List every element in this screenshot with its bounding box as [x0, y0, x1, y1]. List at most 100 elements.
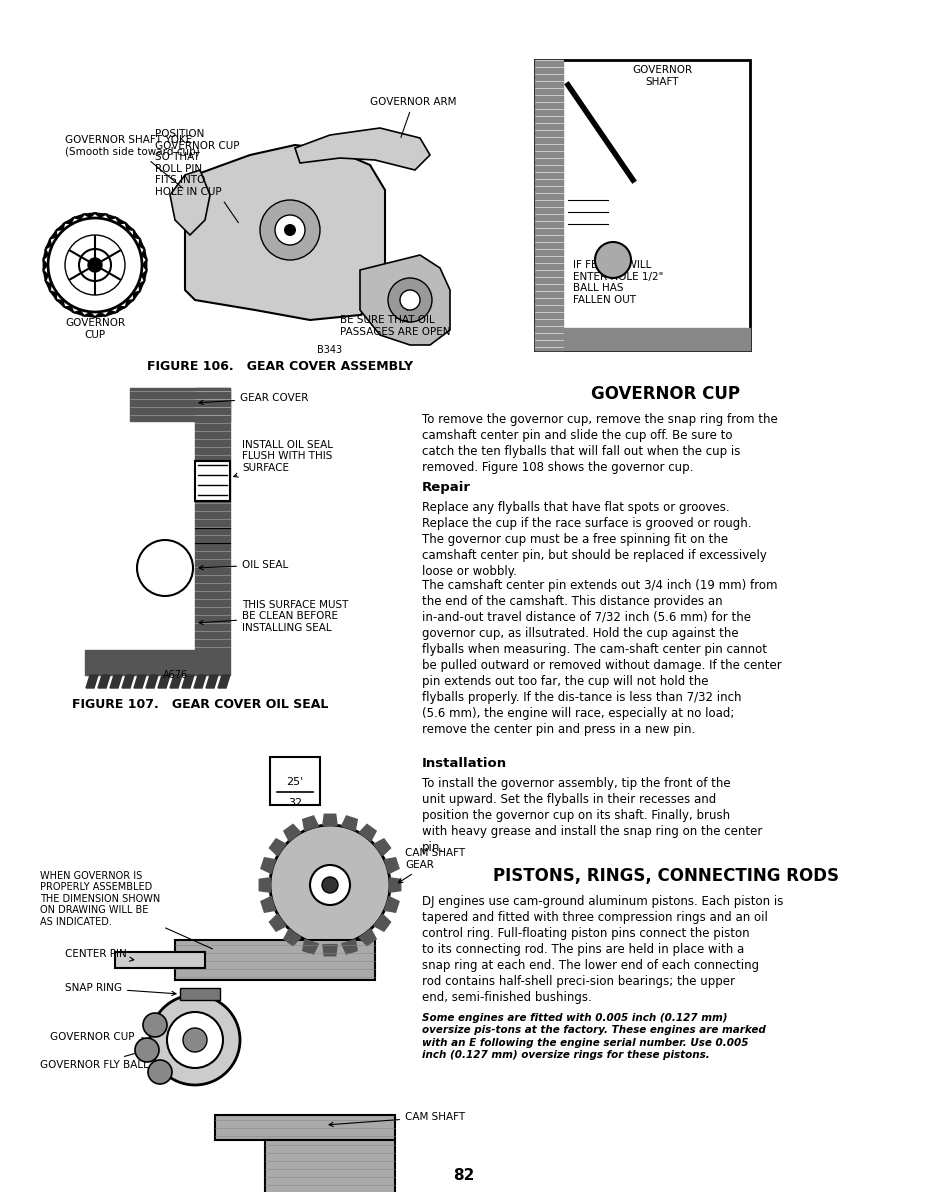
Text: Some engines are fitted with 0.005 inch (0.127 mm)
oversize pis-tons at the fact: Some engines are fitted with 0.005 inch …	[422, 1013, 765, 1060]
Text: 32: 32	[287, 797, 301, 808]
Text: The camshaft center pin extends out 3/4 inch (19 mm) from
the end of the camshaf: The camshaft center pin extends out 3/4 …	[422, 579, 781, 735]
Polygon shape	[93, 212, 108, 218]
Polygon shape	[62, 216, 76, 224]
Polygon shape	[374, 914, 390, 931]
Polygon shape	[44, 279, 52, 293]
Polygon shape	[206, 675, 218, 688]
Text: GOVERNOR CUP: GOVERNOR CUP	[590, 385, 740, 403]
Polygon shape	[175, 940, 375, 980]
Text: OIL SEAL: OIL SEAL	[198, 560, 288, 570]
Text: B343: B343	[317, 344, 342, 355]
Text: FIGURE 107.   GEAR COVER OIL SEAL: FIGURE 107. GEAR COVER OIL SEAL	[71, 699, 328, 710]
Polygon shape	[302, 817, 318, 831]
Polygon shape	[110, 675, 121, 688]
Circle shape	[147, 1060, 171, 1084]
Text: WHEN GOVERNOR IS
PROPERLY ASSEMBLED
THE DIMENSION SHOWN
ON DRAWING WILL BE
AS IN: WHEN GOVERNOR IS PROPERLY ASSEMBLED THE …	[40, 870, 212, 949]
Polygon shape	[259, 877, 270, 892]
Polygon shape	[260, 858, 275, 874]
Polygon shape	[104, 212, 119, 221]
Text: FIGURE 106.   GEAR COVER ASSEMBLY: FIGURE 106. GEAR COVER ASSEMBLY	[146, 360, 413, 373]
Text: IF FEELER WILL
ENTER HOLE 1/2"
BALL HAS
FALLEN OUT: IF FEELER WILL ENTER HOLE 1/2" BALL HAS …	[572, 260, 663, 305]
Polygon shape	[42, 247, 49, 262]
Polygon shape	[182, 675, 194, 688]
Polygon shape	[48, 290, 57, 303]
Polygon shape	[98, 675, 110, 688]
Polygon shape	[284, 929, 300, 945]
Polygon shape	[359, 825, 375, 842]
Polygon shape	[359, 929, 375, 945]
Text: GEAR COVER: GEAR COVER	[198, 393, 308, 404]
Text: A676: A676	[162, 670, 187, 679]
Polygon shape	[215, 1115, 395, 1140]
Polygon shape	[82, 212, 97, 218]
Text: POSITION
GOVERNOR CUP
SO THAT
ROLL PIN
FITS INTO
HOLE IN CUP: POSITION GOVERNOR CUP SO THAT ROLL PIN F…	[155, 129, 239, 223]
Polygon shape	[93, 312, 108, 318]
Text: PISTONS, RINGS, CONNECTING RODS: PISTONS, RINGS, CONNECTING RODS	[492, 867, 838, 884]
Polygon shape	[138, 236, 146, 252]
Text: GOVERNOR FLY BALL: GOVERNOR FLY BALL	[40, 1050, 148, 1070]
Polygon shape	[384, 858, 399, 874]
Circle shape	[134, 1038, 159, 1062]
Polygon shape	[85, 650, 230, 675]
Text: SNAP RING: SNAP RING	[65, 983, 176, 995]
Text: CAM SHAFT: CAM SHAFT	[329, 1112, 464, 1126]
Polygon shape	[54, 299, 66, 309]
Circle shape	[167, 1012, 222, 1068]
Polygon shape	[71, 212, 86, 221]
Polygon shape	[54, 221, 66, 231]
Circle shape	[88, 257, 102, 272]
Polygon shape	[133, 228, 142, 241]
Text: GOVERNOR SHAFT YOKE
(Smooth side toward cup): GOVERNOR SHAFT YOKE (Smooth side toward …	[65, 136, 199, 188]
Polygon shape	[341, 939, 357, 954]
Polygon shape	[124, 299, 135, 309]
Text: To install the governor assembly, tip the front of the
unit upward. Set the flyb: To install the governor assembly, tip th…	[422, 777, 762, 853]
Polygon shape	[133, 675, 146, 688]
Polygon shape	[142, 257, 147, 273]
Text: Installation: Installation	[422, 757, 506, 770]
Polygon shape	[360, 255, 450, 344]
Text: CAM SHAFT
GEAR: CAM SHAFT GEAR	[398, 849, 464, 883]
Polygon shape	[535, 60, 563, 350]
Polygon shape	[195, 389, 230, 650]
Polygon shape	[260, 896, 275, 912]
Polygon shape	[374, 839, 390, 856]
Text: INSTALL OIL SEAL
FLUSH WITH THIS
SURFACE: INSTALL OIL SEAL FLUSH WITH THIS SURFACE	[234, 440, 333, 477]
Polygon shape	[43, 257, 48, 273]
Circle shape	[322, 877, 337, 893]
Text: Replace any flyballs that have flat spots or grooves.
Replace the cup if the rac: Replace any flyballs that have flat spot…	[422, 501, 766, 578]
Polygon shape	[535, 328, 749, 350]
Text: 25': 25'	[286, 777, 303, 787]
Polygon shape	[130, 389, 230, 421]
Polygon shape	[146, 675, 158, 688]
Polygon shape	[82, 312, 97, 318]
Polygon shape	[284, 825, 300, 842]
Polygon shape	[141, 268, 147, 284]
Circle shape	[387, 278, 432, 322]
Circle shape	[270, 825, 389, 945]
Polygon shape	[194, 675, 206, 688]
Polygon shape	[114, 305, 128, 315]
Polygon shape	[86, 675, 98, 688]
Text: GOVERNOR
SHAFT: GOVERNOR SHAFT	[631, 66, 692, 87]
Text: CENTER PIN: CENTER PIN	[65, 949, 133, 961]
Polygon shape	[323, 944, 337, 956]
Polygon shape	[104, 310, 119, 317]
Text: THIS SURFACE MUST
BE CLEAN BEFORE
INSTALLING SEAL: THIS SURFACE MUST BE CLEAN BEFORE INSTAL…	[198, 600, 348, 633]
Polygon shape	[341, 817, 357, 831]
Text: Repair: Repair	[422, 482, 471, 493]
Circle shape	[274, 215, 305, 246]
Circle shape	[594, 242, 630, 278]
Circle shape	[137, 540, 193, 596]
Polygon shape	[42, 268, 49, 284]
Circle shape	[284, 224, 296, 236]
Text: GOVERNOR
CUP: GOVERNOR CUP	[65, 318, 125, 340]
Polygon shape	[124, 221, 135, 231]
Polygon shape	[184, 145, 385, 319]
Polygon shape	[44, 236, 52, 252]
Text: GOVERNOR CUP: GOVERNOR CUP	[50, 1032, 146, 1042]
Polygon shape	[121, 675, 133, 688]
Polygon shape	[384, 896, 399, 912]
Polygon shape	[218, 675, 230, 688]
Polygon shape	[133, 290, 142, 303]
Polygon shape	[48, 228, 57, 241]
